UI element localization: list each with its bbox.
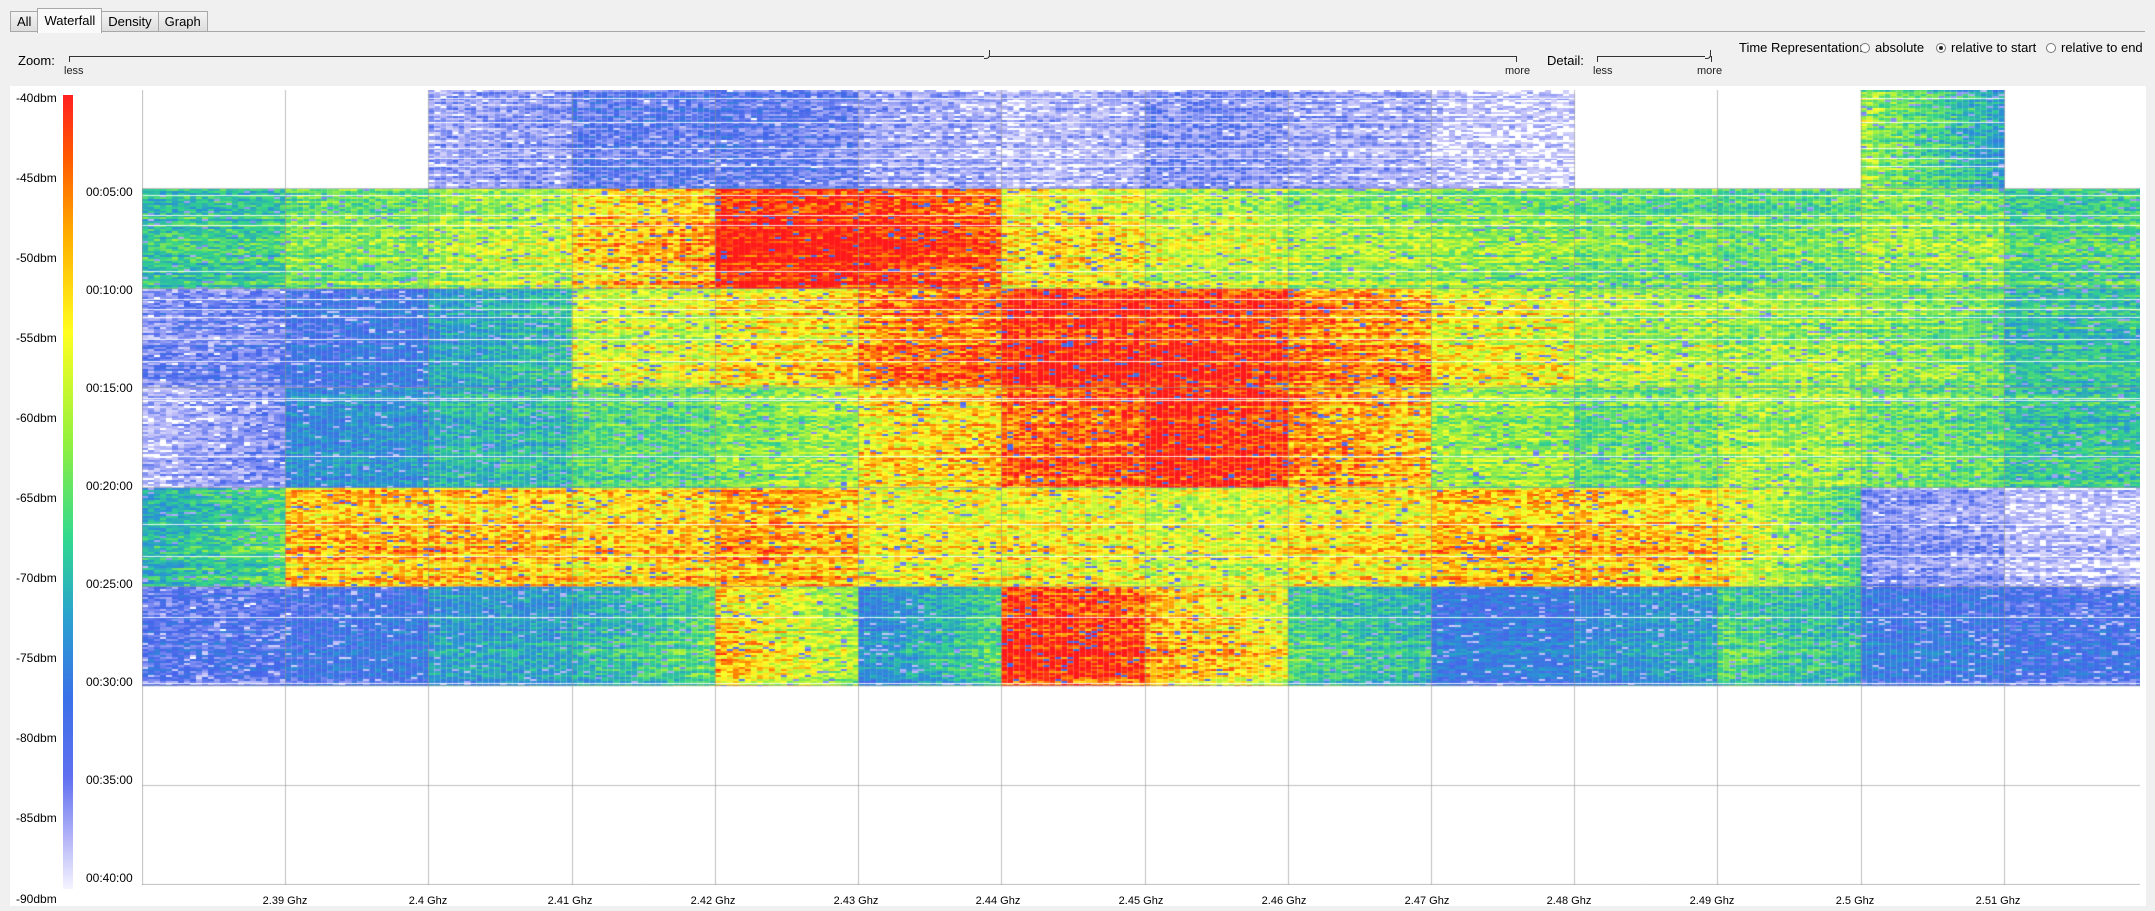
dbm-label: -55dbm bbox=[16, 331, 57, 345]
radio-relative-to-end-indicator[interactable] bbox=[2046, 42, 2056, 53]
detail-less-label: less bbox=[1593, 65, 1613, 77]
time-label: 00:35:00 bbox=[86, 773, 133, 787]
tab-divider bbox=[10, 31, 2145, 32]
detail-slider-thumb[interactable] bbox=[1705, 50, 1711, 59]
time-representation-label: Time Representation: bbox=[1739, 40, 1863, 55]
waterfall-spectrogram[interactable] bbox=[142, 90, 2140, 885]
dbm-label: -40dbm bbox=[16, 91, 57, 105]
time-label: 00:20:00 bbox=[86, 479, 133, 493]
radio-relative-to-end[interactable]: relative to end bbox=[2046, 40, 2143, 55]
freq-label: 2.46 Ghz bbox=[1261, 895, 1307, 907]
freq-label: 2.44 Ghz bbox=[975, 895, 1021, 907]
view-tabs: All Waterfall Density Graph bbox=[10, 8, 208, 33]
freq-label: 2.45 Ghz bbox=[1118, 895, 1164, 907]
tab-all[interactable]: All bbox=[10, 11, 39, 32]
radio-relative-to-start-label: relative to start bbox=[1951, 40, 2037, 55]
dbm-label: -60dbm bbox=[16, 411, 57, 425]
zoom-label: Zoom: bbox=[18, 53, 55, 68]
dbm-label: -80dbm bbox=[16, 731, 57, 745]
freq-label: 2.4 Ghz bbox=[408, 895, 448, 907]
detail-slider[interactable] bbox=[1597, 50, 1712, 66]
radio-absolute[interactable]: absolute bbox=[1860, 40, 1924, 55]
freq-label: 2.39 Ghz bbox=[262, 895, 308, 907]
freq-label: 2.41 Ghz bbox=[547, 895, 593, 907]
detail-more-label: more bbox=[1697, 65, 1723, 77]
detail-slider-track bbox=[1597, 56, 1712, 57]
detail-label: Detail: bbox=[1547, 53, 1584, 68]
tab-graph[interactable]: Graph bbox=[157, 11, 208, 32]
time-label: 00:40:00 bbox=[86, 871, 133, 885]
dbm-label: -75dbm bbox=[16, 651, 57, 665]
radio-absolute-indicator[interactable] bbox=[1860, 42, 1870, 53]
radio-relative-to-end-label: relative to end bbox=[2061, 40, 2143, 55]
tab-density[interactable]: Density bbox=[101, 11, 159, 32]
freq-label: 2.47 Ghz bbox=[1404, 895, 1450, 907]
freq-label: 2.48 Ghz bbox=[1546, 895, 1592, 907]
dbm-label: -85dbm bbox=[16, 811, 57, 825]
detail-slider-tick-right bbox=[1711, 56, 1712, 62]
time-label: 00:25:00 bbox=[86, 577, 133, 591]
zoom-slider-thumb[interactable] bbox=[984, 50, 990, 59]
dbm-label: -65dbm bbox=[16, 491, 57, 505]
time-label: 00:30:00 bbox=[86, 675, 133, 689]
freq-label: 2.49 Ghz bbox=[1689, 895, 1735, 907]
color-legend-bar bbox=[63, 95, 73, 889]
dbm-label: -45dbm bbox=[16, 171, 57, 185]
dbm-label: -50dbm bbox=[16, 251, 57, 265]
zoom-slider-tick-left bbox=[69, 56, 70, 62]
time-label: 00:15:00 bbox=[86, 381, 133, 395]
freq-label: 2.43 Ghz bbox=[833, 895, 879, 907]
radio-relative-to-start[interactable]: relative to start bbox=[1936, 40, 2036, 55]
tab-waterfall[interactable]: Waterfall bbox=[37, 8, 103, 33]
zoom-slider[interactable] bbox=[69, 50, 1517, 66]
zoom-more-label: more bbox=[1505, 65, 1531, 77]
freq-label: 2.51 Ghz bbox=[1975, 895, 2021, 907]
zoom-slider-tick-right bbox=[1516, 56, 1517, 62]
radio-absolute-label: absolute bbox=[1875, 40, 1925, 55]
dbm-label: -70dbm bbox=[16, 571, 57, 585]
time-label: 00:05:00 bbox=[86, 185, 133, 199]
freq-label: 2.5 Ghz bbox=[1835, 895, 1875, 907]
time-label: 00:10:00 bbox=[86, 283, 133, 297]
radio-relative-to-start-indicator[interactable] bbox=[1936, 42, 1946, 53]
zoom-slider-track bbox=[69, 56, 1517, 57]
detail-slider-tick-left bbox=[1597, 56, 1598, 62]
dbm-label: -90dbm bbox=[16, 892, 57, 906]
freq-label: 2.42 Ghz bbox=[690, 895, 736, 907]
zoom-less-label: less bbox=[64, 65, 84, 77]
